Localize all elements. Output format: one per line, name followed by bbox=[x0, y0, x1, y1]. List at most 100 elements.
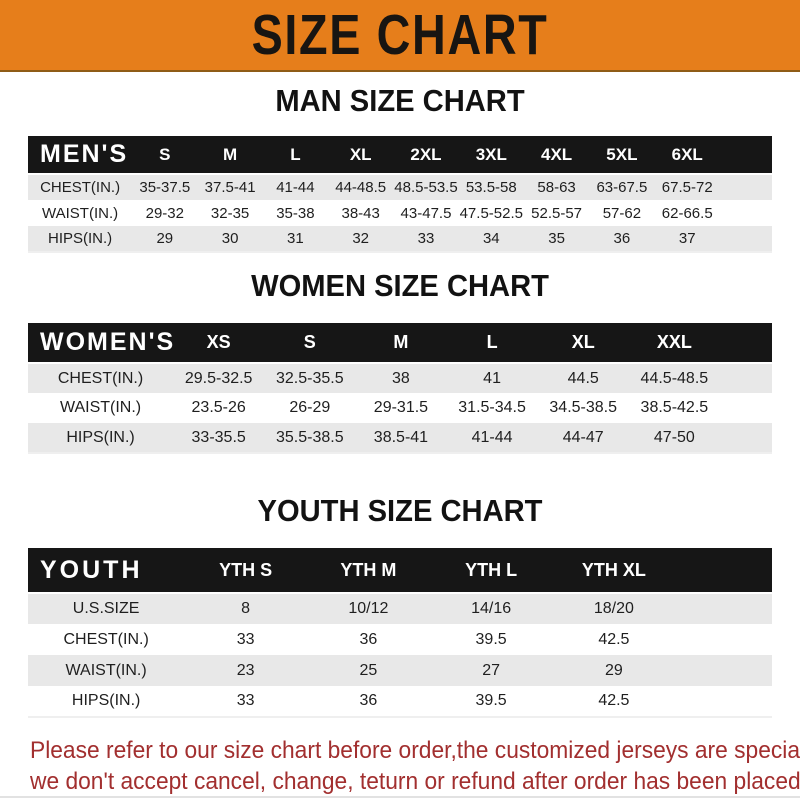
row-spacer bbox=[675, 686, 772, 717]
banner-title: SIZE CHART bbox=[251, 3, 549, 67]
cell-value: 33 bbox=[417, 230, 435, 247]
cell-value: 10/12 bbox=[348, 600, 389, 617]
cell-value: 63-67.5 bbox=[596, 179, 648, 196]
section-title: MAN SIZE CHART bbox=[275, 83, 525, 118]
cell-value: 33 bbox=[236, 692, 255, 709]
row-spacer bbox=[720, 174, 772, 200]
cell-value: 35.5-38.5 bbox=[275, 428, 344, 446]
cell-value: 36 bbox=[359, 692, 378, 709]
cell-value: 29 bbox=[604, 661, 623, 679]
row-spacer bbox=[720, 226, 772, 252]
cell-value: 34.5-38.5 bbox=[549, 399, 618, 416]
table-header-row: MEN'S S M L XL 2XL 3XL 4XL 5XL 6XL bbox=[28, 136, 772, 175]
cell-value: 32.5-35.5 bbox=[275, 369, 344, 387]
column-header: YTH M bbox=[306, 548, 430, 594]
cell-value: 8 bbox=[241, 600, 251, 617]
footer-notice-line2: we don't accept cancel, change, teturn o… bbox=[30, 768, 800, 795]
cell-value: 37 bbox=[678, 230, 696, 247]
cell-value: 57-62 bbox=[602, 204, 642, 222]
table-row: CHEST(IN.) 33 36 39.5 42.5 bbox=[28, 624, 772, 655]
column-header: XXL bbox=[628, 323, 720, 364]
section-title: YOUTH SIZE CHART bbox=[257, 493, 543, 528]
column-header: XL bbox=[537, 323, 629, 364]
column-header: S bbox=[132, 136, 198, 175]
cell-value: 31.5-34.5 bbox=[458, 399, 526, 416]
row-spacer bbox=[720, 363, 772, 393]
cell-value: 35 bbox=[548, 230, 565, 247]
cell-value: 27 bbox=[482, 661, 500, 679]
cell-value: 29 bbox=[156, 230, 174, 247]
column-header: YTH L bbox=[429, 548, 553, 594]
size-table: WOMEN'S XS S M L XL XXL CHEST(IN.) 29.5-32.5 32.… bbox=[28, 323, 772, 454]
cell-value: 36 bbox=[359, 630, 378, 648]
column-header: L bbox=[262, 136, 329, 175]
cell-value: 38 bbox=[392, 369, 410, 387]
cell-value: 41 bbox=[483, 369, 501, 387]
cell-value: 29-32 bbox=[145, 204, 184, 222]
size-table: MEN'S S M L XL 2XL 3XL 4XL 5XL 6XL CHEST(IN.) 35-3… bbox=[28, 136, 772, 253]
table-row: WAIST(IN.) 29-32 32-35 35-38 38-43 43-47.5 47.… bbox=[28, 200, 772, 226]
table-row: HIPS(IN.) 33-35.5 35.5-38.5 38.5-41 41-44 44-… bbox=[28, 423, 772, 453]
header-spacer bbox=[675, 548, 772, 594]
cell-value: 47.5-52.5 bbox=[459, 204, 523, 222]
table-row: CHEST(IN.) 35-37.5 37.5-41 41-44 44-48.5 48.5… bbox=[28, 174, 772, 200]
cell-value: 33 bbox=[236, 630, 255, 648]
header-spacer bbox=[719, 323, 772, 364]
column-header: XL bbox=[328, 136, 394, 175]
section-women-size-chart: WOMEN SIZE CHART WOMEN'S XS S M L XL XXL CHEST… bbox=[0, 269, 800, 454]
row-spacer bbox=[720, 200, 772, 226]
column-header: M bbox=[197, 136, 263, 175]
table-row: HIPS(IN.) 29 30 31 32 33 34 35 36 37 bbox=[28, 226, 772, 252]
cell-value: 23 bbox=[236, 661, 255, 679]
cell-value: 43-47.5 bbox=[400, 204, 452, 222]
cell-value: 26-29 bbox=[289, 399, 331, 416]
size-table: YOUTH YTH S YTH M YTH L YTH XL U.S.SIZE 8 10/1… bbox=[28, 548, 772, 718]
row-spacer bbox=[720, 423, 772, 453]
cell-value: 47-50 bbox=[653, 428, 695, 446]
row-label: HIPS(IN.) bbox=[71, 692, 141, 709]
row-label: HIPS(IN.) bbox=[47, 230, 113, 247]
row-spacer bbox=[675, 624, 772, 655]
cell-value: 34 bbox=[482, 230, 500, 247]
column-header: 5XL bbox=[589, 136, 655, 175]
cell-value: 38.5-42.5 bbox=[640, 399, 709, 416]
cell-value: 58-63 bbox=[537, 179, 576, 196]
cell-value: 42.5 bbox=[598, 630, 630, 648]
row-label: HIPS(IN.) bbox=[66, 428, 135, 446]
cell-value: 32-35 bbox=[210, 204, 250, 222]
cell-value: 36 bbox=[613, 230, 631, 247]
header-spacer bbox=[719, 136, 772, 175]
cell-value: 52.5-57 bbox=[531, 204, 583, 222]
column-header: L bbox=[446, 323, 538, 364]
table-header-label: MEN'S bbox=[28, 136, 133, 175]
row-label: CHEST(IN.) bbox=[57, 369, 144, 387]
table-header-label: WOMEN'S bbox=[28, 323, 173, 364]
size-chart-banner: SIZE CHART bbox=[0, 0, 800, 72]
cell-value: 32 bbox=[352, 230, 370, 247]
footer-notice: Please refer to our size chart before or… bbox=[30, 735, 800, 797]
row-label: WAIST(IN.) bbox=[59, 399, 142, 416]
cell-value: 41-44 bbox=[471, 428, 513, 446]
table-header-row: YOUTH YTH S YTH M YTH L YTH XL bbox=[28, 548, 772, 594]
column-header: 3XL bbox=[458, 136, 524, 175]
table-header-label: YOUTH bbox=[28, 548, 185, 594]
cell-value: 14/16 bbox=[471, 600, 512, 617]
cell-value: 44-47 bbox=[562, 428, 604, 446]
cell-value: 44-48.5 bbox=[335, 179, 387, 196]
size-chart-sections: MAN SIZE CHART MEN'S S M L XL 2XL 3XL 4XL 5XL 6XL… bbox=[0, 84, 800, 718]
cell-value: 41-44 bbox=[276, 179, 315, 196]
row-spacer bbox=[720, 393, 772, 423]
column-header: S bbox=[264, 323, 356, 364]
column-header: XS bbox=[173, 323, 265, 364]
column-header: 2XL bbox=[393, 136, 459, 175]
footer-notice-line1: Please refer to our size chart before or… bbox=[30, 737, 800, 764]
column-header: YTH S bbox=[184, 548, 307, 594]
cell-value: 39.5 bbox=[475, 692, 507, 709]
cell-value: 18/20 bbox=[593, 600, 634, 617]
cell-value: 38.5-41 bbox=[373, 428, 429, 446]
column-header: M bbox=[355, 323, 447, 364]
row-spacer bbox=[675, 655, 772, 686]
row-label: CHEST(IN.) bbox=[63, 630, 149, 648]
cell-value: 53.5-58 bbox=[465, 179, 517, 196]
table-row: WAIST(IN.) 23 25 27 29 bbox=[28, 655, 772, 686]
